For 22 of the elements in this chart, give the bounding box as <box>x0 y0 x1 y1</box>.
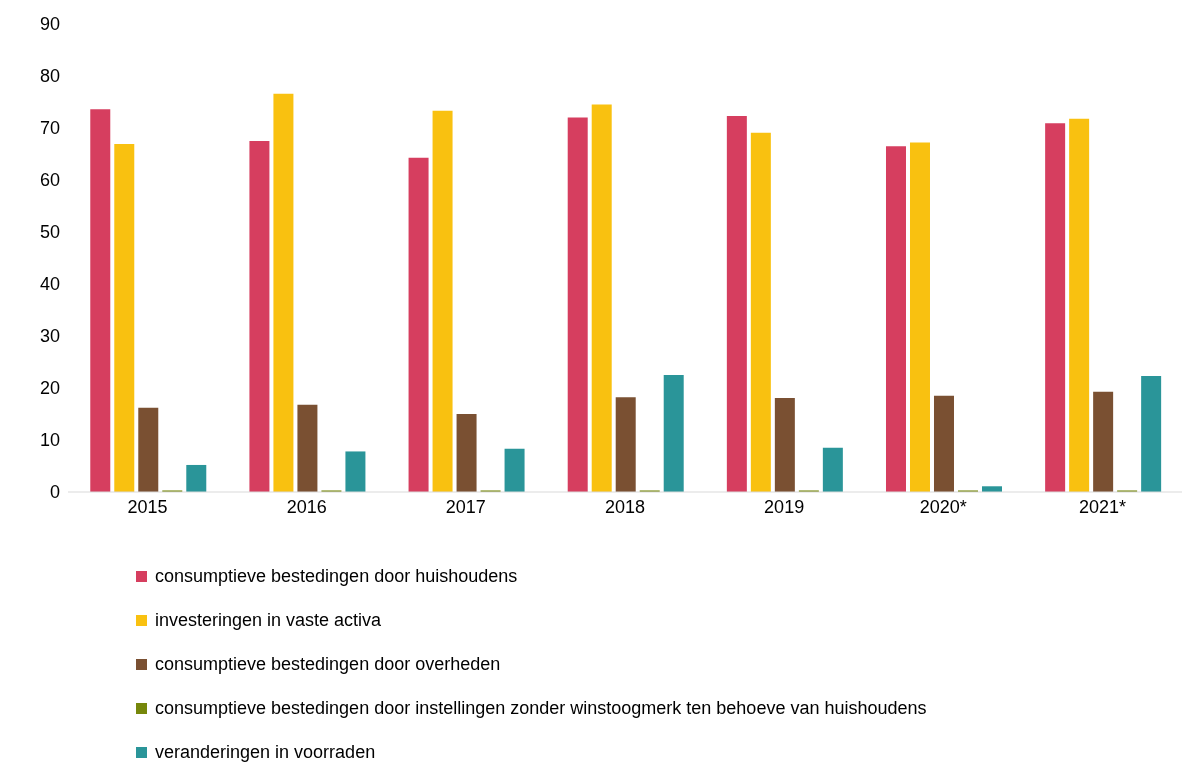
y-tick-label: 60 <box>39 170 60 191</box>
legend-label: investeringen in vaste activa <box>155 609 382 631</box>
x-tick-label: 2016 <box>286 496 327 517</box>
legend-label: consumptieve bestedingen door overheden <box>155 653 501 675</box>
y-tick-label: 90 <box>39 14 60 35</box>
y-tick-label: 80 <box>39 66 60 87</box>
x-tick-label: 2019 <box>764 496 805 517</box>
x-tick-label: 2018 <box>604 496 646 517</box>
x-tick-label: 2017 <box>445 496 486 517</box>
y-tick-label: 0 <box>49 482 60 503</box>
x-tick-label: 2015 <box>127 496 168 517</box>
y-tick-label: 10 <box>39 430 60 451</box>
legend-label: consumptieve bestedingen door huishoudens <box>155 565 518 587</box>
y-tick-label: 50 <box>39 222 60 243</box>
y-tick-label: 20 <box>39 378 60 399</box>
x-tick-label: 2020* <box>919 496 967 517</box>
y-tick-label: 30 <box>39 326 60 347</box>
legend-label: consumptieve bestedingen door instellingen zonder winstoogmerk ten behoeve van huishoudens <box>155 697 927 719</box>
legend-label: veranderingen in voorraden <box>155 741 376 763</box>
y-tick-label: 70 <box>39 118 60 139</box>
y-tick-label: 40 <box>39 274 60 295</box>
x-tick-label: 2021* <box>1078 496 1126 517</box>
